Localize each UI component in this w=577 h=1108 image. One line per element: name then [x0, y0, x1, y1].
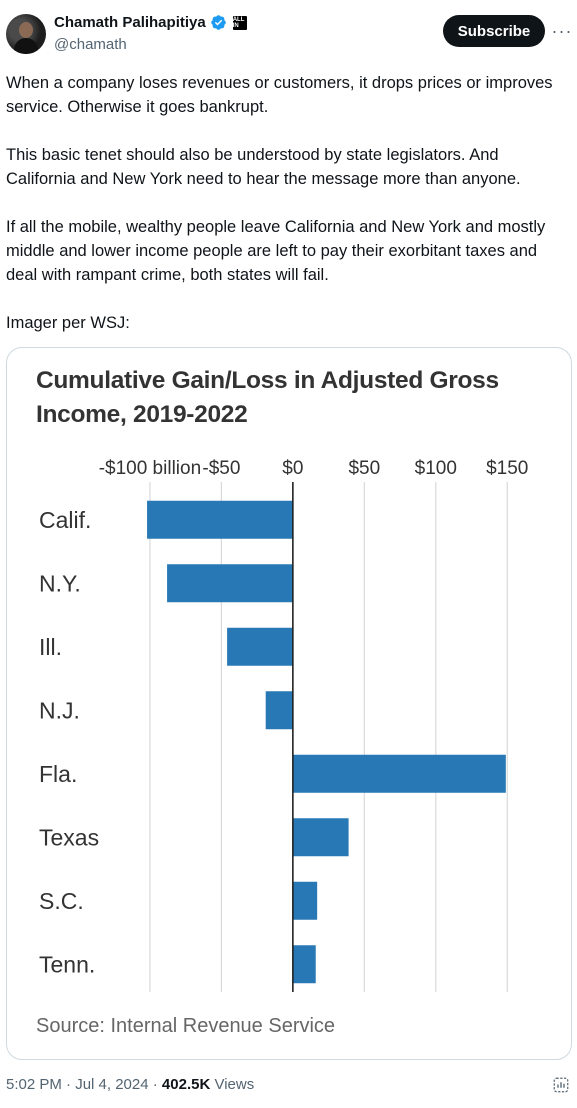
- bar-texas: [292, 818, 349, 857]
- tweet-paragraph: If all the mobile, wealthy people leave …: [6, 218, 546, 284]
- bar-nj: [265, 691, 293, 730]
- timestamp[interactable]: 5:02 PM · Jul 4, 2024 ·: [6, 1076, 162, 1093]
- tweet-footer: 5:02 PM · Jul 4, 2024 · 402.5K Views: [6, 1076, 254, 1093]
- x-tick-label: $100: [415, 458, 457, 479]
- more-options-icon[interactable]: ···: [551, 20, 573, 41]
- bar-ill: [227, 627, 293, 666]
- x-tick-label: $0: [282, 458, 303, 479]
- subscribe-button[interactable]: Subscribe: [443, 15, 545, 47]
- tweet-media-chart[interactable]: Cumulative Gain/Loss in Adjusted Gross I…: [6, 347, 572, 1060]
- verified-badge-icon[interactable]: [210, 14, 227, 31]
- views-label: Views: [210, 1076, 255, 1093]
- x-tick-label: $50: [348, 458, 380, 479]
- bar-calif: [147, 500, 293, 539]
- affiliate-badge-text: ALL IN: [232, 16, 245, 29]
- category-label: Ill.: [39, 634, 62, 660]
- tweet-paragraph: When a company loses revenues or custome…: [6, 74, 553, 116]
- avatar[interactable]: [6, 14, 46, 54]
- tweet-text: When a company loses revenues or custome…: [6, 71, 568, 359]
- x-tick-label: -$100 billion: [99, 458, 201, 479]
- analytics-icon[interactable]: [552, 1076, 570, 1094]
- tweet-header: Chamath Palihapitiya ALL IN @chamath Sub…: [0, 0, 577, 64]
- category-label: N.Y.: [39, 570, 81, 596]
- category-label: Calif.: [39, 507, 91, 533]
- affiliate-badge-icon[interactable]: ALL IN: [232, 15, 247, 30]
- category-label: Fla.: [39, 761, 77, 787]
- category-label: Tenn.: [39, 951, 95, 977]
- category-label: S.C.: [39, 888, 84, 914]
- category-label: Texas: [39, 824, 99, 850]
- author-name-row: Chamath Palihapitiya ALL IN: [54, 14, 247, 31]
- views-count: 402.5K: [161, 1076, 211, 1093]
- author-handle[interactable]: @chamath: [54, 36, 127, 53]
- bar-ny: [167, 564, 293, 603]
- tweet-paragraph: This basic tenet should also be understo…: [6, 146, 521, 188]
- chart-source: Source: Internal Revenue Service: [36, 1015, 336, 1037]
- author-name[interactable]: Chamath Palihapitiya: [54, 14, 206, 31]
- bar-tenn: [292, 945, 316, 984]
- bar-sc: [292, 881, 318, 920]
- chart-title: Cumulative Gain/Loss in Adjusted Gross I…: [36, 367, 499, 428]
- x-tick-label: $150: [486, 458, 528, 479]
- category-label: N.J.: [39, 697, 80, 723]
- bar-fla: [292, 754, 506, 793]
- bar-chart: -$100 billion -$50 $0 $50 $100 $150 Calif. N.Y.…: [39, 458, 528, 992]
- x-tick-label: -$50: [202, 458, 240, 479]
- tweet-paragraph: Imager per WSJ:: [6, 314, 130, 332]
